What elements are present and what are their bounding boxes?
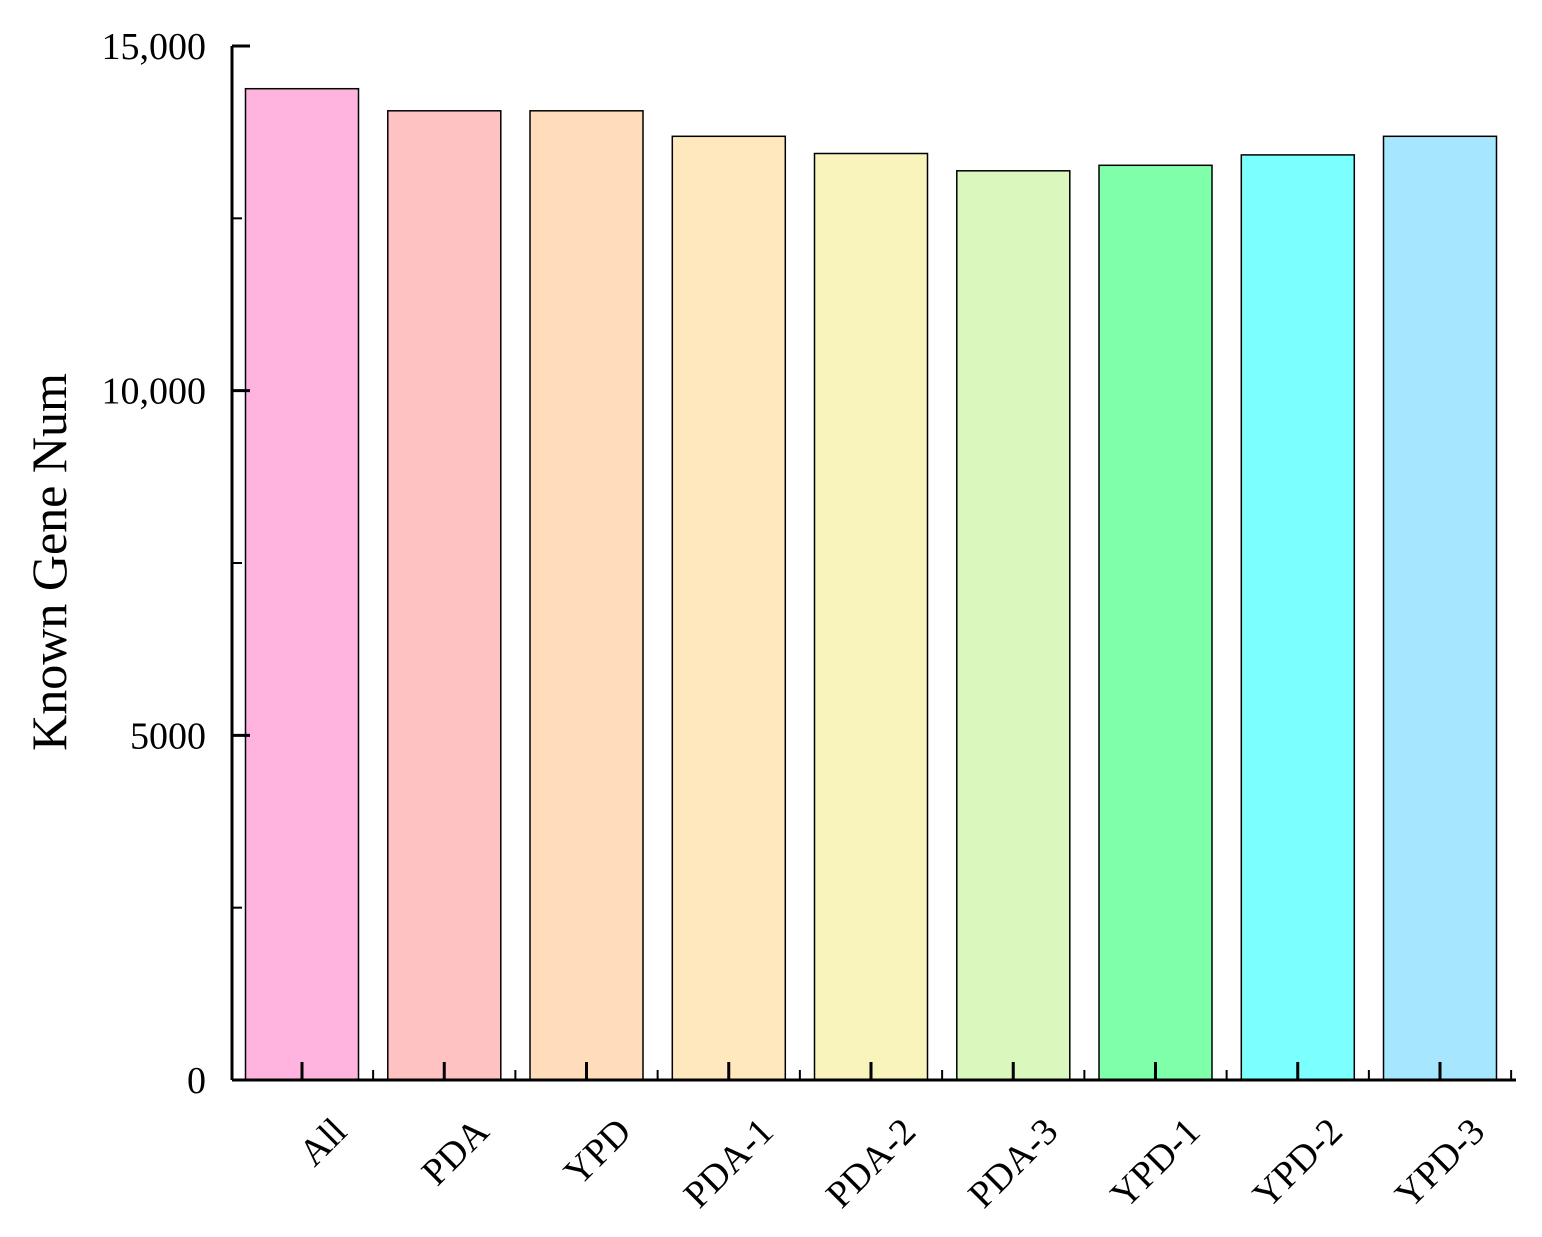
x-tick-label: PDA-2	[818, 1110, 924, 1216]
x-tick-label: PDA-3	[960, 1110, 1066, 1216]
y-tick-label: 5000	[130, 715, 206, 757]
x-tick-label: YPD-1	[1103, 1110, 1209, 1216]
bar-ypd-2	[1240, 154, 1356, 1081]
y-tick-label: 0	[187, 1060, 206, 1102]
bar-pda	[387, 110, 502, 1081]
bar-pda-1	[671, 135, 787, 1081]
y-axis-title: Known Gene Num	[21, 373, 77, 751]
x-tick-label: YPD-3	[1387, 1110, 1493, 1216]
x-tick-label: All	[291, 1110, 355, 1174]
x-tick-label: PDA	[414, 1110, 498, 1194]
y-tick-label: 10,000	[102, 371, 207, 413]
x-tick-label: YPD-2	[1245, 1110, 1351, 1216]
y-tick-label: 15,000	[102, 26, 207, 68]
x-tick-label: PDA-1	[676, 1110, 782, 1216]
bar-all	[244, 87, 360, 1081]
bar-ypd	[529, 110, 644, 1081]
x-tick-label: YPD	[556, 1110, 639, 1193]
bar-pda-2	[813, 152, 929, 1081]
axes	[230, 44, 1516, 1082]
bar-ypd-1	[1098, 164, 1213, 1081]
bar-ypd-3	[1382, 135, 1498, 1081]
bar-pda-3	[956, 170, 1071, 1081]
bars	[244, 87, 1498, 1081]
